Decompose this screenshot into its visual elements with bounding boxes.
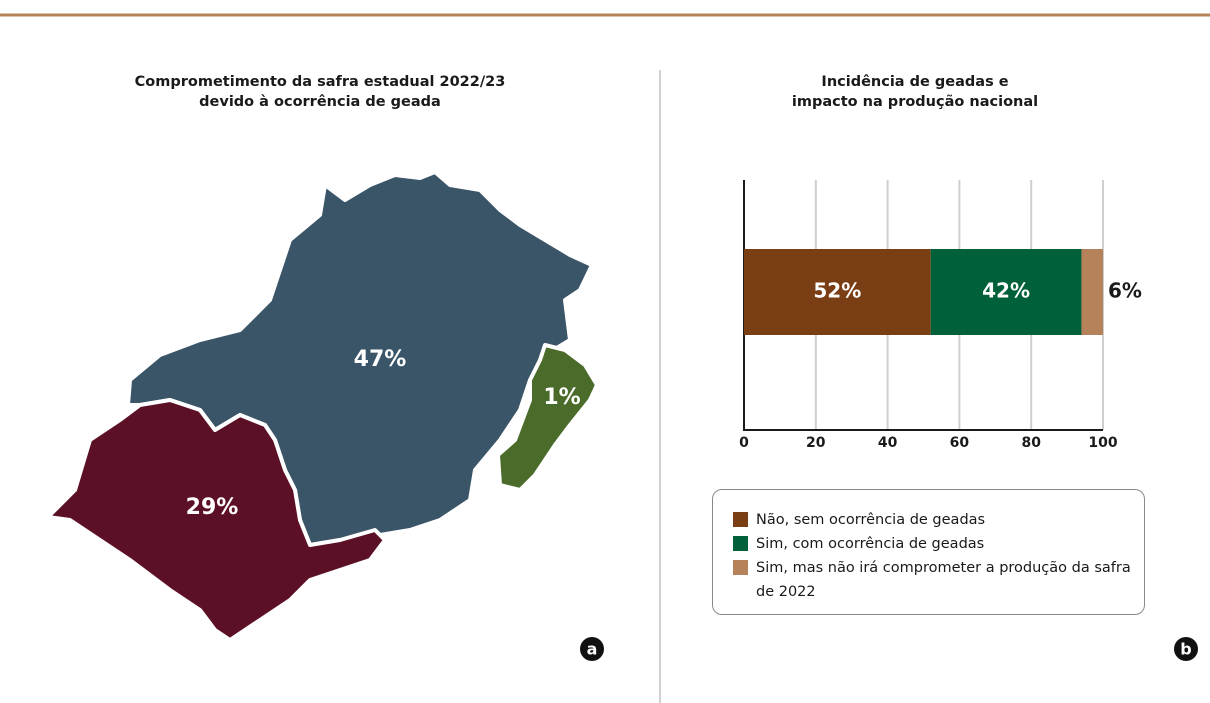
legend-item: Sim, mas não irá comprometer a produção … — [733, 556, 1144, 604]
badge-label: a — [587, 640, 598, 659]
x-tick-label: 40 — [878, 435, 898, 451]
bar-segment — [744, 249, 931, 335]
region — [496, 343, 599, 492]
chart-title: Comprometimento da safra estadual 2022/2… — [135, 74, 506, 110]
bar-label: 6% — [1108, 279, 1142, 303]
bar-segment — [1081, 249, 1103, 335]
region — [46, 398, 387, 642]
legend-swatch — [733, 512, 748, 527]
legend-label: Não, sem ocorrência de geadas — [756, 512, 986, 528]
chart-title: Incidência de geadas e impacto na produçã… — [792, 74, 1038, 110]
bar-label: 52% — [813, 279, 861, 303]
region-label: 1% — [543, 385, 580, 410]
legend-swatch — [733, 536, 748, 551]
legend-swatch — [733, 560, 748, 575]
legend-item: Sim, com ocorrência de geadas — [733, 532, 1144, 556]
x-tick-label: 80 — [1021, 435, 1041, 451]
badge-label: b — [1180, 640, 1191, 659]
legend-label: Sim, com ocorrência de geadas — [756, 536, 985, 552]
badge — [1174, 637, 1198, 661]
x-tick-label: 0 — [739, 435, 749, 451]
x-tick-label: 60 — [950, 435, 970, 451]
badge — [580, 637, 604, 661]
x-tick-label: 20 — [806, 435, 826, 451]
region-label: 47% — [354, 347, 407, 372]
bar-label: 42% — [982, 279, 1030, 303]
legend-item: Não, sem ocorrência de geadas — [733, 508, 1144, 532]
legend-label: Sim, mas não irá comprometer a produção … — [756, 560, 1131, 600]
bar-segment — [930, 249, 1082, 335]
x-tick-label: 100 — [1088, 435, 1117, 451]
region-label: 29% — [186, 495, 239, 520]
legend: Não, sem ocorrência de geadas Sim, com oc… — [712, 489, 1145, 615]
